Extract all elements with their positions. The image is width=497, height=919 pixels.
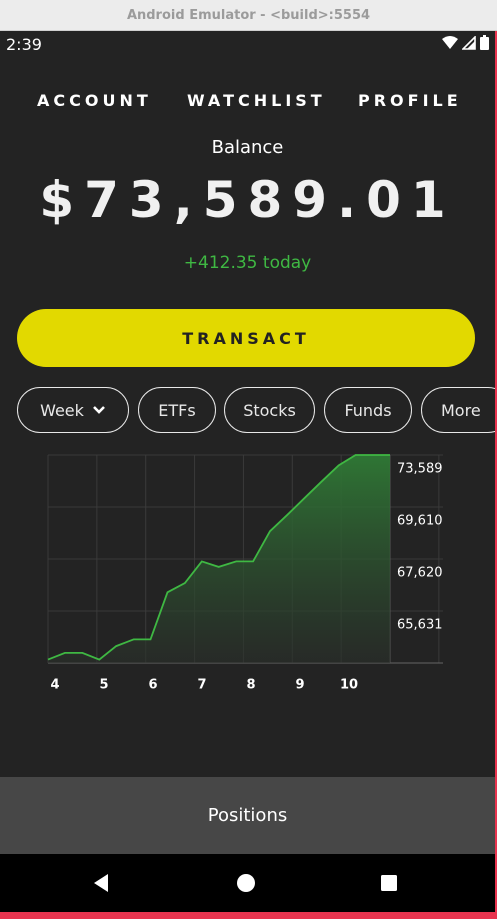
wifi-icon (442, 35, 458, 49)
back-icon (94, 874, 108, 892)
home-icon (237, 874, 255, 892)
chart-line (47, 454, 390, 661)
y-tick-label: 67,620 (397, 566, 443, 581)
status-bar: 2:39 (0, 31, 495, 59)
x-tick-label: 6 (148, 678, 157, 693)
x-tick-label: 5 (99, 678, 108, 693)
chevron-down-icon (93, 406, 105, 414)
chip-label: Stocks (243, 400, 296, 420)
chart-area (48, 455, 390, 663)
transact-button[interactable]: TRANSACT (17, 309, 475, 367)
filter-chip-stocks[interactable]: Stocks (224, 387, 315, 433)
status-time: 2:39 (6, 35, 42, 54)
x-tick-label: 8 (246, 678, 255, 693)
balance-value: $73,589.01 (39, 171, 456, 229)
battery-icon (480, 35, 489, 50)
signal-icon (462, 35, 476, 50)
tab-profile[interactable]: PROFILE (358, 91, 462, 110)
chip-label: ETFs (158, 400, 196, 420)
recents-button[interactable] (359, 854, 419, 912)
x-tick-label: 9 (295, 678, 304, 693)
tab-account[interactable]: ACCOUNT (37, 91, 152, 110)
daily-change: +412.35 today (183, 253, 312, 273)
x-tick-label: 7 (197, 678, 206, 693)
tab-watchlist[interactable]: WATCHLIST (187, 91, 326, 110)
back-button[interactable] (71, 854, 131, 912)
device-screen: 2:39 ACCOUNT WATCHLIST PROFILE Balance $… (0, 31, 495, 912)
recents-icon (381, 875, 397, 891)
positions-tab[interactable]: Positions (0, 777, 495, 854)
y-tick-label: 65,631 (397, 618, 443, 633)
x-tick-label: 10 (340, 678, 358, 693)
top-navigation: ACCOUNT WATCHLIST PROFILE (0, 91, 495, 115)
window-title: Android Emulator - <build>:5554 (0, 0, 497, 31)
y-tick-label: 69,610 (397, 514, 443, 529)
period-label: Week (40, 400, 84, 420)
status-icons (442, 35, 489, 50)
filter-chip-etfs[interactable]: ETFs (138, 387, 216, 433)
balance-label: Balance (211, 137, 284, 158)
chip-label: More (441, 400, 481, 420)
balance-chart: 73,589 69,610 67,620 65,631 4 5 6 7 8 9 10 (47, 454, 443, 693)
android-navigation-bar (0, 854, 495, 912)
filter-chip-funds[interactable]: Funds (324, 387, 412, 433)
period-dropdown[interactable]: Week (17, 387, 129, 433)
y-tick-label: 73,589 (397, 462, 443, 477)
x-tick-label: 4 (50, 678, 59, 693)
filter-chip-more[interactable]: More (421, 387, 495, 433)
home-button[interactable] (216, 854, 276, 912)
chip-label: Funds (344, 400, 392, 420)
